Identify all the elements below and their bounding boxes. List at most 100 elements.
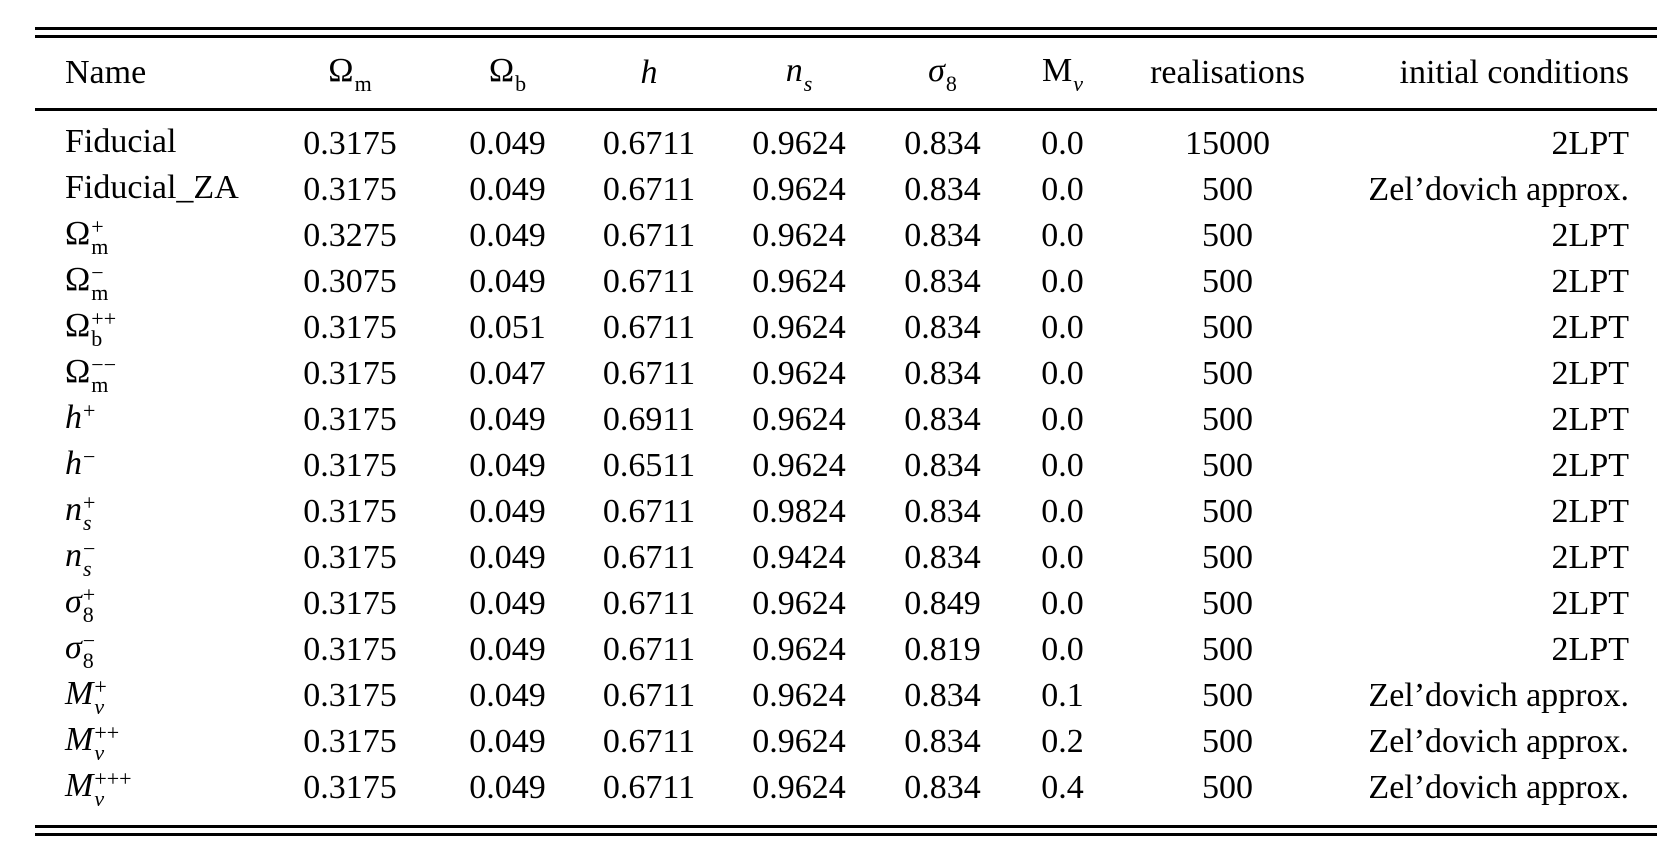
mnu-cell: 0.0	[1041, 539, 1084, 576]
name-cell: n + s	[65, 489, 96, 535]
realisations-cell: 500	[1202, 217, 1253, 254]
table-row: M ++ ν 0.3175 0.049 0.6711 0.9624 0.834 0.…	[35, 719, 1657, 765]
initial-conditions-cell: 2LPT	[1551, 355, 1629, 392]
realisations-cell: 500	[1202, 309, 1253, 346]
table-row: σ +8 0.3175 0.049 0.6711 0.9624 0.849 0.0…	[35, 581, 1657, 627]
name-cell: Ω −− m	[65, 351, 117, 397]
name-cell: M + ν	[65, 673, 107, 719]
omega-b-cell: 0.049	[469, 769, 546, 806]
omega-m-cell: 0.3175	[303, 769, 397, 806]
omega-m-cell: 0.3075	[303, 263, 397, 300]
ns-cell: 0.9624	[752, 631, 846, 668]
mnu-cell: 0.4	[1041, 769, 1084, 806]
name-cell: Ω ++ b	[65, 305, 117, 351]
realisations-cell: 15000	[1185, 125, 1270, 162]
h-cell: 0.6511	[602, 447, 696, 484]
ns-cell: 0.9624	[752, 677, 846, 714]
name-cell: Fiducial	[65, 123, 177, 161]
name-cell: Ω + m	[65, 213, 109, 259]
realisations-cell: 500	[1202, 401, 1253, 438]
omega-m-cell: 0.3175	[303, 401, 397, 438]
name-cell: Ω − m	[65, 259, 109, 305]
initial-conditions-cell: Zel’dovich approx.	[1368, 171, 1629, 208]
initial-conditions-cell: 2LPT	[1551, 539, 1629, 576]
sigma8-cell: 0.834	[904, 723, 981, 760]
h-cell: 0.6711	[602, 677, 696, 714]
h-cell: 0.6711	[602, 631, 696, 668]
initial-conditions-cell: 2LPT	[1551, 217, 1629, 254]
omega-m-cell: 0.3175	[303, 585, 397, 622]
sigma8-cell: 0.834	[904, 447, 981, 484]
mnu-cell: 0.0	[1041, 355, 1084, 392]
omega-b-cell: 0.049	[469, 677, 546, 714]
omega-m-cell: 0.3175	[303, 309, 397, 346]
initial-conditions-cell: 2LPT	[1551, 125, 1629, 162]
h-cell: 0.6711	[602, 769, 696, 806]
omega-b-cell: 0.051	[469, 309, 546, 346]
mnu-cell: 0.0	[1041, 493, 1084, 530]
table-row: h + 0.3175 0.049 0.6911 0.9624 0.834 0.0 …	[35, 397, 1657, 443]
mnu-cell: 0.0	[1041, 125, 1084, 162]
omega-b-cell: 0.049	[469, 171, 546, 208]
initial-conditions-cell: Zel’dovich approx.	[1368, 723, 1629, 760]
sigma8-cell: 0.834	[904, 355, 981, 392]
realisations-cell: 500	[1202, 631, 1253, 668]
realisations-cell: 500	[1202, 493, 1253, 530]
omega-b-cell: 0.049	[469, 493, 546, 530]
h-cell: 0.6711	[602, 125, 696, 162]
mnu-cell: 0.0	[1041, 263, 1084, 300]
sigma8-cell: 0.834	[904, 217, 981, 254]
mnu-cell: 0.0	[1041, 631, 1084, 668]
omega-m-cell: 0.3175	[303, 631, 397, 668]
initial-conditions-cell: 2LPT	[1551, 309, 1629, 346]
omega-m-cell: 0.3175	[303, 677, 397, 714]
table-row: Ω −− m 0.3175 0.047 0.6711 0.9624 0.834 0.…	[35, 351, 1657, 397]
mnu-cell: 0.0	[1041, 585, 1084, 622]
ns-cell: 0.9624	[752, 125, 846, 162]
omega-b-cell: 0.049	[469, 401, 546, 438]
omega-b-cell: 0.049	[469, 585, 546, 622]
table-row: n − s 0.3175 0.049 0.6711 0.9424 0.834 0.0…	[35, 535, 1657, 581]
initial-conditions-cell: 2LPT	[1551, 493, 1629, 530]
mnu-cell: 0.1	[1041, 677, 1084, 714]
ns-cell: 0.9824	[752, 493, 846, 530]
omega-m-cell: 0.3275	[303, 217, 397, 254]
initial-conditions-cell: 2LPT	[1551, 447, 1629, 484]
mnu-cell: 0.0	[1041, 447, 1084, 484]
table-row: σ −8 0.3175 0.049 0.6711 0.9624 0.819 0.0…	[35, 627, 1657, 673]
sigma8-cell: 0.834	[904, 539, 981, 576]
h-cell: 0.6711	[602, 171, 696, 208]
realisations-cell: 500	[1202, 263, 1253, 300]
initial-conditions-cell: 2LPT	[1551, 585, 1629, 622]
mnu-cell: 0.0	[1041, 401, 1084, 438]
table-row: h − 0.3175 0.049 0.6511 0.9624 0.834 0.0 …	[35, 443, 1657, 489]
table-row: Ω + m 0.3275 0.049 0.6711 0.9624 0.834 0.0…	[35, 213, 1657, 259]
initial-conditions-cell: Zel’dovich approx.	[1368, 769, 1629, 806]
h-cell: 0.6711	[602, 493, 696, 530]
sigma8-cell: 0.834	[904, 263, 981, 300]
omega-m-cell: 0.3175	[303, 447, 397, 484]
name-cell: Fiducial_ZA	[65, 169, 239, 207]
realisations-cell: 500	[1202, 677, 1253, 714]
omega-m-cell: 0.3175	[303, 493, 397, 530]
ns-cell: 0.9624	[752, 723, 846, 760]
ns-cell: 0.9624	[752, 171, 846, 208]
col-header-h: h	[575, 38, 723, 111]
mnu-cell: 0.0	[1041, 171, 1084, 208]
realisations-cell: 500	[1202, 769, 1253, 806]
omega-m-cell: 0.3175	[303, 125, 397, 162]
ns-cell: 0.9624	[752, 401, 846, 438]
col-header-initial-conditions: initial conditions	[1340, 38, 1657, 111]
omega-b-cell: 0.049	[469, 631, 546, 668]
ns-cell: 0.9624	[752, 217, 846, 254]
ns-cell: 0.9424	[752, 539, 846, 576]
realisations-cell: 500	[1202, 171, 1253, 208]
realisations-cell: 500	[1202, 585, 1253, 622]
name-cell: M ++ ν	[65, 719, 120, 765]
ns-cell: 0.9624	[752, 585, 846, 622]
omega-b-cell: 0.049	[469, 217, 546, 254]
h-cell: 0.6711	[602, 263, 696, 300]
